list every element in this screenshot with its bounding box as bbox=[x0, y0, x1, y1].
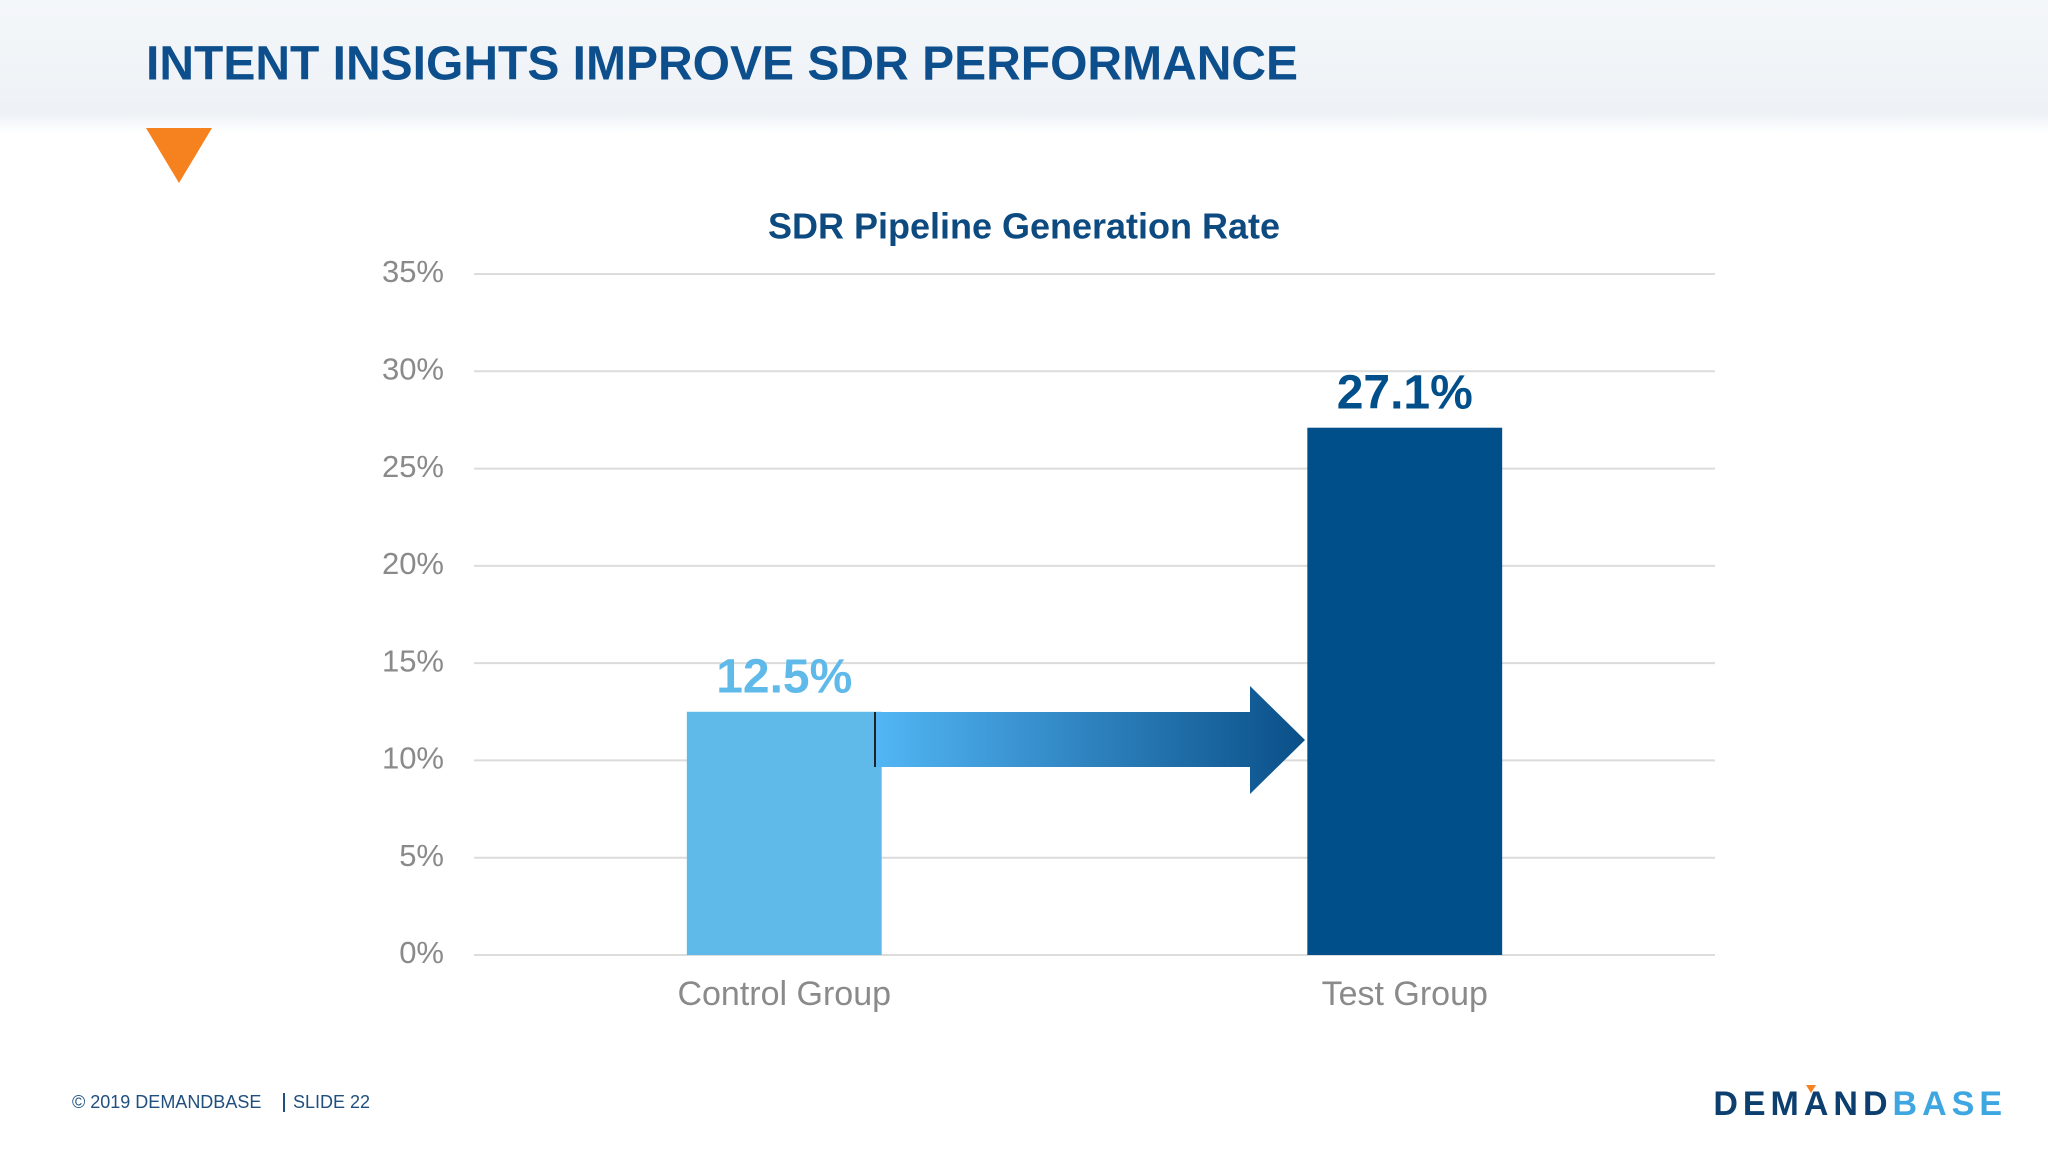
y-tick-label: 30% bbox=[382, 351, 444, 386]
chart-title: SDR Pipeline Generation Rate bbox=[768, 206, 1280, 247]
value-label: 27.1% bbox=[1337, 366, 1473, 419]
y-tick-label: 20% bbox=[382, 546, 444, 581]
header-band bbox=[0, 0, 2048, 134]
slide-title: INTENT INSIGHTS IMPROVE SDR PERFORMANCE bbox=[146, 38, 1298, 91]
x-tick-label: Test Group bbox=[1322, 975, 1488, 1013]
slide-number: SLIDE 22 bbox=[293, 1092, 370, 1112]
y-tick-label: 35% bbox=[382, 254, 444, 289]
y-tick-label: 25% bbox=[382, 449, 444, 484]
logo: DEMANDBASE bbox=[1713, 1085, 2007, 1123]
plot: 0% 5% 10% 15% 20% 25% 30% 35% Control Group 12.5%… bbox=[382, 254, 1715, 1013]
bar bbox=[1307, 427, 1503, 955]
logo-dark: DEMAND bbox=[1713, 1085, 1892, 1123]
value-label: 12.5% bbox=[716, 650, 852, 703]
logo-accent bbox=[1806, 1085, 1816, 1093]
y-tick-label: 15% bbox=[382, 643, 444, 678]
growth-arrow bbox=[875, 686, 1305, 794]
footer: © 2019 DEMANDBASE bbox=[72, 1092, 261, 1112]
logo-light: BASE bbox=[1893, 1085, 2007, 1123]
y-tick-label: 10% bbox=[382, 741, 444, 776]
y-tick-label: 0% bbox=[399, 935, 444, 970]
accent-triangle bbox=[146, 128, 212, 183]
y-tick-label: 5% bbox=[399, 838, 444, 873]
copyright: © 2019 DEMANDBASE bbox=[72, 1092, 261, 1112]
bar bbox=[686, 711, 882, 955]
x-tick-label: Control Group bbox=[677, 975, 891, 1013]
